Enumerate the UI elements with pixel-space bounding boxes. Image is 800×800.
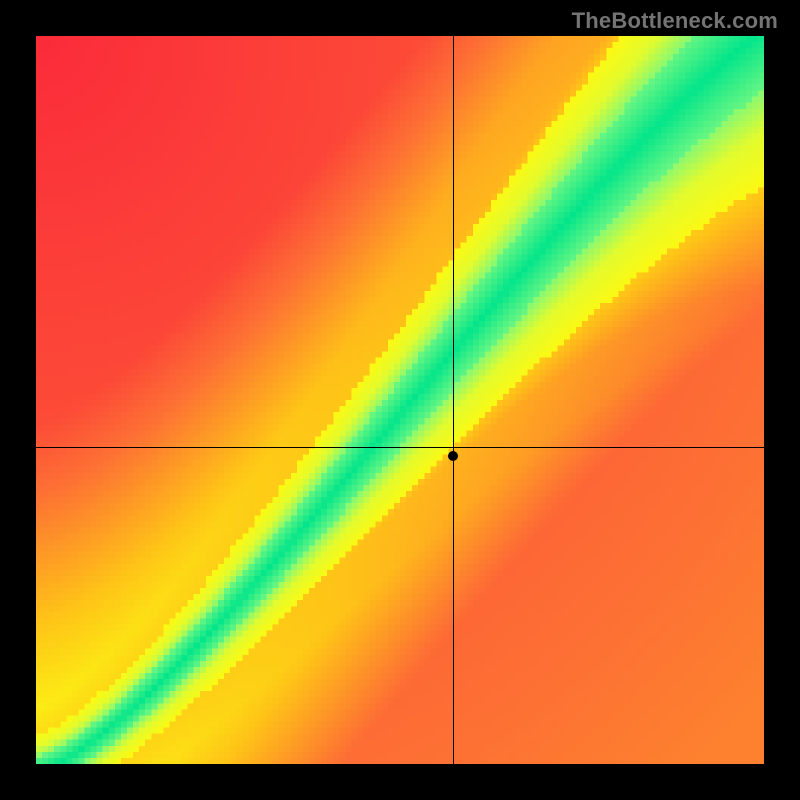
watermark-text: TheBottleneck.com: [572, 8, 778, 34]
heatmap-plot: [36, 36, 764, 764]
heatmap-canvas: [36, 36, 764, 764]
data-point-marker: [448, 451, 458, 461]
crosshair-horizontal: [36, 447, 764, 448]
crosshair-vertical: [453, 36, 454, 764]
